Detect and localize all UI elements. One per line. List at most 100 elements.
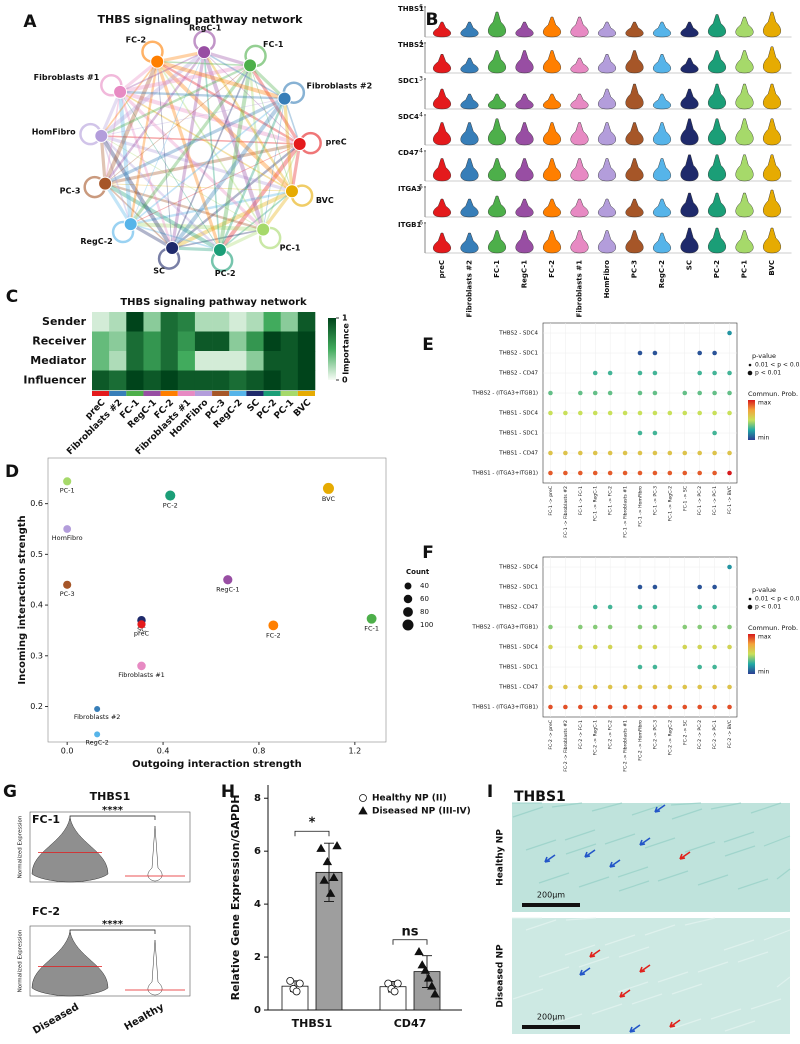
network-node <box>212 242 227 257</box>
dot <box>592 604 598 610</box>
y-tick-label: 6 <box>254 846 261 857</box>
x-tick-label: 1.2 <box>348 747 361 756</box>
legend-title: p-value <box>752 586 776 594</box>
dot <box>563 684 568 690</box>
y-tick-label: 5 <box>419 184 423 191</box>
network-edge <box>217 65 253 251</box>
tissue-fiber <box>670 802 702 806</box>
scatter-point <box>94 706 101 713</box>
network-edge <box>203 52 221 251</box>
heat-cell <box>160 370 179 391</box>
network-edge <box>290 143 302 192</box>
heat-cell <box>229 331 247 352</box>
dot <box>652 430 658 436</box>
heat-cell <box>109 370 127 391</box>
tissue-fiber <box>737 878 769 890</box>
tissue-fiber <box>644 924 676 936</box>
dot <box>578 390 583 396</box>
network-edge <box>104 97 286 186</box>
dot <box>697 370 702 376</box>
network-edge <box>104 65 251 184</box>
point-label: PC-2 <box>163 502 178 510</box>
violin <box>460 57 479 74</box>
network-edge <box>119 51 205 93</box>
panel-label: D <box>5 462 19 482</box>
data-point <box>319 875 329 884</box>
network-edge <box>119 63 251 94</box>
network-edge <box>105 183 292 192</box>
dot <box>667 470 673 476</box>
legend-label: Diseased NP (III-IV) <box>372 807 471 817</box>
column-label: FC-1 -> FC-2 <box>608 486 614 515</box>
tissue-fiber <box>763 929 791 941</box>
colorbar-tick-label: 0 <box>342 376 348 385</box>
dot <box>622 470 628 476</box>
network-edge <box>282 98 294 192</box>
point-label: preC <box>134 629 150 637</box>
x-tick-label: RegC-2 <box>658 260 666 288</box>
network-edge <box>218 142 302 252</box>
dot <box>712 450 717 456</box>
dot <box>727 564 732 570</box>
dot <box>607 604 613 610</box>
heat-cell <box>263 370 281 391</box>
arrow <box>609 859 621 868</box>
row-label: Influencer <box>23 373 86 386</box>
violin <box>570 122 589 146</box>
dot <box>592 624 598 630</box>
dot <box>712 624 717 630</box>
scatter-point <box>268 620 279 631</box>
violin <box>763 227 781 254</box>
heat-cell <box>297 351 316 371</box>
tissue-fiber <box>631 804 663 816</box>
scatter-point <box>63 477 72 486</box>
legend-label: 80 <box>420 608 429 616</box>
scatter-point <box>137 620 146 629</box>
dot <box>712 430 717 436</box>
legend-label: p < 0.01 <box>755 370 781 377</box>
violin <box>763 154 781 182</box>
dot <box>563 470 568 476</box>
dot <box>652 410 658 416</box>
network-edge <box>170 51 206 249</box>
network-edge <box>283 98 301 145</box>
legend-label: p < 0.01 <box>755 604 781 611</box>
violin <box>763 83 781 110</box>
dot <box>712 350 717 356</box>
dot <box>652 624 658 630</box>
network-node <box>98 176 113 191</box>
network-edge <box>129 61 159 225</box>
arrow <box>629 1024 641 1033</box>
row-label: THBS2 - SDC1 <box>498 585 538 591</box>
violin <box>598 21 616 38</box>
network-node <box>277 91 292 106</box>
network-node <box>256 222 271 237</box>
violin <box>460 158 479 182</box>
dot <box>697 410 702 416</box>
heat-cell <box>212 351 230 371</box>
network-edge <box>262 98 285 230</box>
significance-bracket <box>69 929 156 934</box>
violin <box>570 16 589 38</box>
network-edge <box>100 64 251 137</box>
network-edge <box>219 228 264 252</box>
network-edge <box>130 223 221 251</box>
colorbar <box>748 400 755 440</box>
tissue-fiber <box>512 806 544 818</box>
tissue-fiber <box>776 976 791 988</box>
heat-cell <box>246 370 264 391</box>
network-edge <box>249 65 293 192</box>
arrow <box>679 851 691 860</box>
network-edge <box>118 90 265 231</box>
legend-size <box>402 619 414 631</box>
colorbar-title: Commun. Prob. <box>748 624 798 632</box>
y-axis-label: Normalized Expression <box>18 929 24 992</box>
legend-label: 0.01 < p < 0.05 <box>755 362 800 369</box>
violin <box>598 230 616 254</box>
tissue-fiber <box>617 981 649 993</box>
dot <box>697 684 702 690</box>
scatter-point <box>63 580 72 589</box>
network-edge <box>155 61 222 251</box>
y-tick-label: 0.6 <box>30 499 43 508</box>
dot <box>622 684 628 690</box>
